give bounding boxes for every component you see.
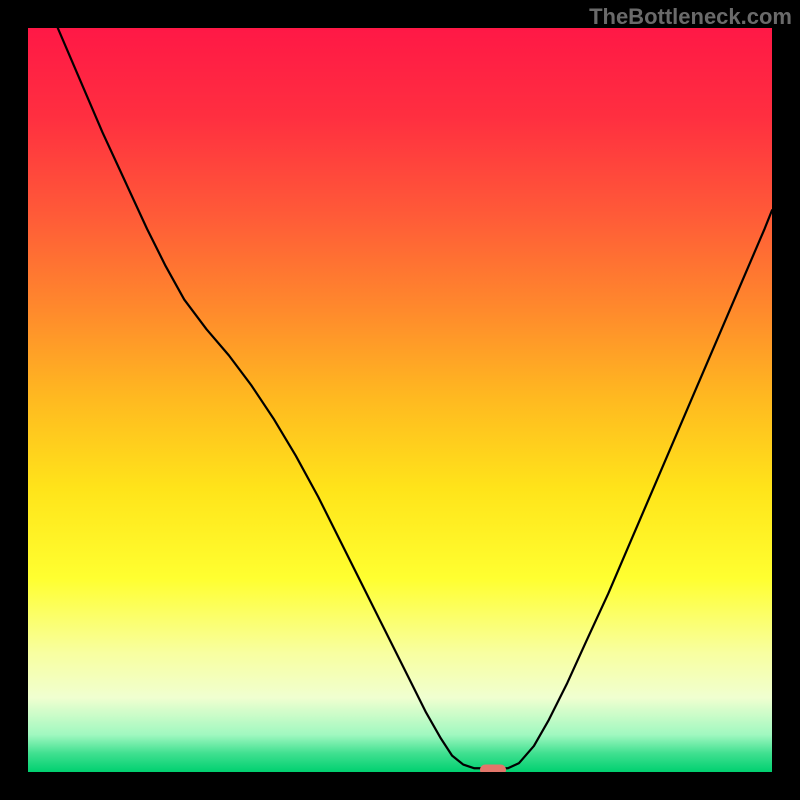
optimal-marker xyxy=(480,765,506,772)
plot-area xyxy=(28,28,772,772)
chart-container: TheBottleneck.com xyxy=(0,0,800,800)
watermark-label: TheBottleneck.com xyxy=(589,4,792,30)
bottleneck-curve-chart xyxy=(28,28,772,772)
